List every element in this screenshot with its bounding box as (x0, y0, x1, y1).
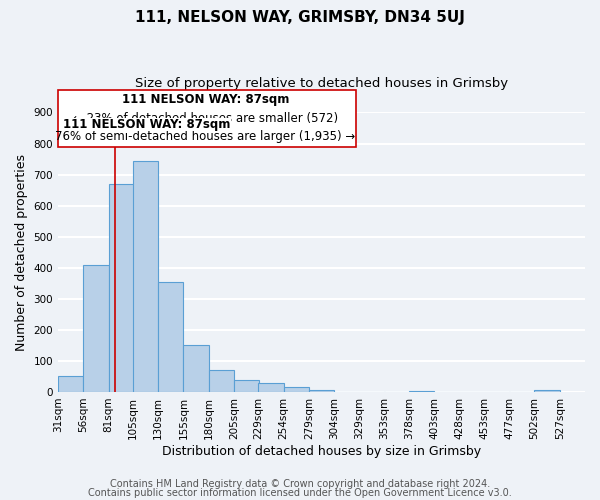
Bar (259, 382, 284, 392)
Bar (284, 387, 309, 392)
Bar (535, 390, 560, 392)
Bar (309, 390, 334, 392)
Bar (58, 376, 83, 392)
Text: 111 NELSON WAY: 87sqm: 111 NELSON WAY: 87sqm (122, 94, 289, 106)
Bar (409, 391, 434, 392)
X-axis label: Distribution of detached houses by size in Grimsby: Distribution of detached houses by size … (162, 444, 481, 458)
Bar (158, 282, 184, 392)
Bar (109, 184, 134, 392)
Text: 111 NELSON WAY: 87sqm: 111 NELSON WAY: 87sqm (64, 118, 230, 131)
Text: Contains HM Land Registry data © Crown copyright and database right 2024.: Contains HM Land Registry data © Crown c… (110, 479, 490, 489)
Bar (209, 370, 234, 392)
Text: 111, NELSON WAY, GRIMSBY, DN34 5UJ: 111, NELSON WAY, GRIMSBY, DN34 5UJ (135, 10, 465, 25)
Text: Contains public sector information licensed under the Open Government Licence v3: Contains public sector information licen… (88, 488, 512, 498)
Bar (234, 380, 259, 392)
Text: 76% of semi-detached houses are larger (1,935) →: 76% of semi-detached houses are larger (… (55, 130, 356, 143)
Bar (184, 346, 209, 392)
Text: ← 23% of detached houses are smaller (572): ← 23% of detached houses are smaller (57… (73, 112, 338, 124)
Title: Size of property relative to detached houses in Grimsby: Size of property relative to detached ho… (135, 78, 508, 90)
Y-axis label: Number of detached properties: Number of detached properties (15, 154, 28, 350)
Bar (83, 264, 109, 392)
FancyBboxPatch shape (58, 90, 356, 148)
Bar (133, 160, 158, 392)
